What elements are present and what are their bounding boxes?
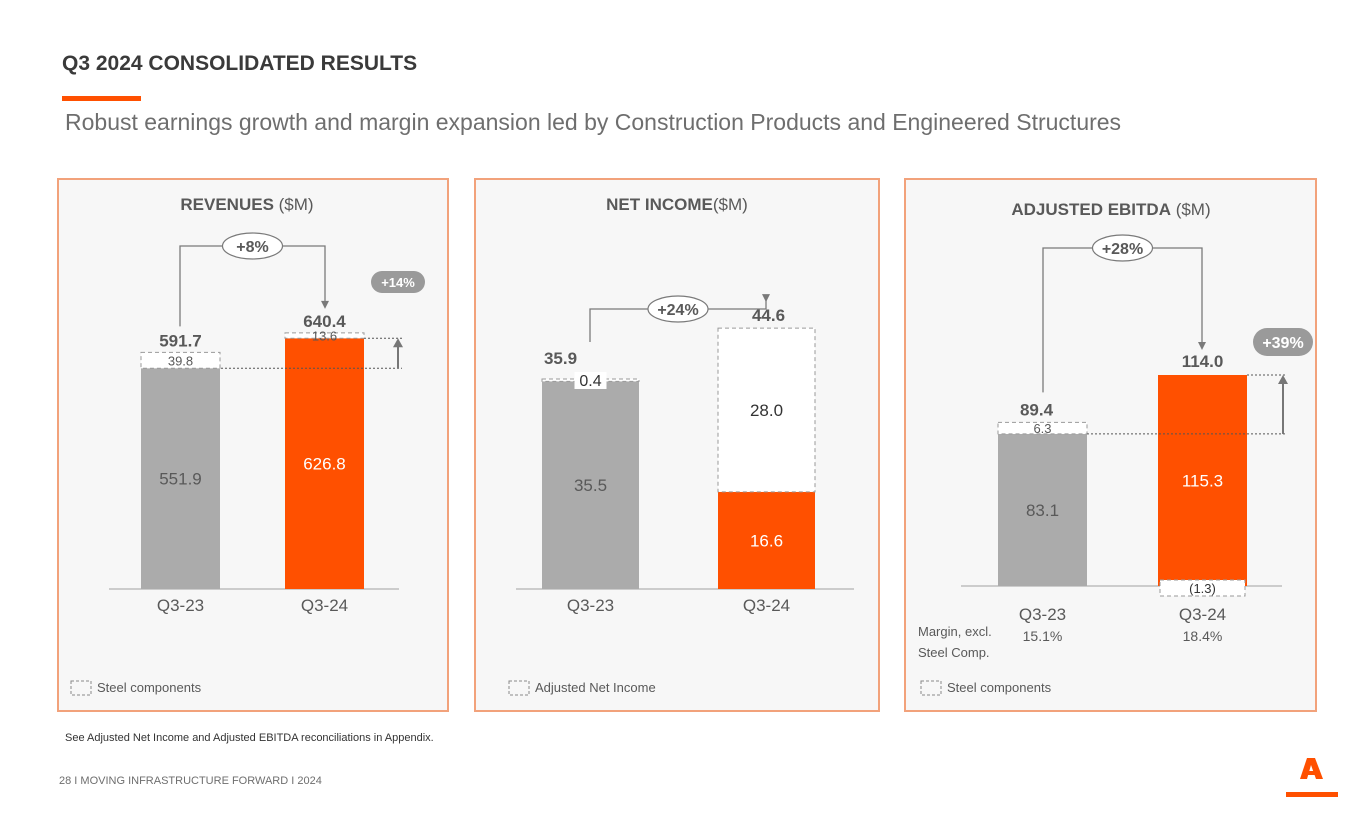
ebitda-title: ADJUSTED EBITDA ($M) [1011, 200, 1210, 219]
revenues-steel-box-Q3-24 [284, 332, 365, 339]
revenues-total-Q3-23: 591.7 [159, 331, 202, 350]
revenues-legend-swatch [70, 680, 92, 696]
net-income-adj-label-bg-Q3-23 [574, 371, 607, 389]
ebitda-total-Q3-23: 89.4 [1020, 400, 1054, 419]
revenues-bar-label-Q3-24: 626.8 [303, 455, 346, 474]
net-income-legend-swatch [508, 680, 530, 696]
net-income-growth-label: +24% [657, 302, 698, 319]
net-income-adj-box-Q3-24 [717, 327, 816, 493]
page-title: Q3 2024 CONSOLIDATED RESULTS [62, 52, 418, 75]
ebitda-xtick-Q3-23: Q3-23 [1019, 605, 1066, 624]
revenues-legend-text: Steel components [97, 680, 202, 695]
net-income-adj-label-Q3-23: 0.4 [579, 373, 601, 390]
revenues-growth-label: +8% [236, 239, 268, 256]
revenues-lift-arrowhead [393, 338, 403, 348]
ebitda-steel-label-Q3-24: (1.3) [1189, 581, 1216, 596]
ebitda-margin-label-line2: Steel Comp. [918, 645, 990, 660]
revenues-steel-label-Q3-23: 39.8 [168, 353, 193, 368]
title-accent-bar [62, 96, 141, 101]
net-income-bar-label-Q3-24: 16.6 [750, 531, 783, 550]
net-income-title: NET INCOME($M) [606, 195, 748, 214]
revenues-bar-Q3-23 [141, 368, 220, 589]
net-income-bar-label-Q3-23: 35.5 [574, 476, 607, 495]
revenues-bar-label-Q3-23: 551.9 [159, 470, 202, 489]
revenues-growth-arrow [321, 300, 329, 309]
page-subtitle: Robust earnings growth and margin expans… [65, 109, 1122, 135]
revenues-total-Q3-24: 640.4 [303, 312, 346, 331]
ebitda-xtick-Q3-24: Q3-24 [1179, 605, 1226, 624]
ebitda-growth-ellipse [1091, 234, 1154, 262]
net-income-total-Q3-23: 35.9 [544, 349, 577, 368]
net-income-adj-label-Q3-24: 28.0 [750, 401, 783, 420]
ebitda-lift-arrowhead [1278, 375, 1288, 385]
page-footer: 28 I MOVING INFRASTRUCTURE FORWARD I 202… [59, 775, 322, 787]
revenues-steel-label-Q3-24: 13.6 [312, 329, 337, 344]
ebitda-bar-Q3-24 [1158, 375, 1247, 586]
ebitda-badge [1253, 328, 1313, 356]
ebitda-growth-arrow [1198, 342, 1206, 351]
footnote: See Adjusted Net Income and Adjusted EBI… [65, 732, 434, 744]
net-income-legend-text: Adjusted Net Income [535, 680, 656, 695]
revenues-xtick-Q3-24: Q3-24 [301, 596, 348, 615]
ebitda-growth-label: +28% [1102, 241, 1143, 258]
ebitda-badge-label: +39% [1262, 335, 1303, 352]
net-income-chart: NET INCOME($M) 35.5 0.435.9 Q3-23 16.6 28.0 44… [508, 195, 854, 696]
revenues-xtick-Q3-23: Q3-23 [157, 596, 204, 615]
revenues-steel-box-Q3-23 [140, 351, 221, 369]
revenues-badge [371, 271, 425, 293]
net-income-growth-ellipse [647, 295, 709, 323]
ebitda-steel-box-Q3-23 [997, 421, 1088, 435]
net-income-xtick-Q3-23: Q3-23 [567, 596, 614, 615]
ebitda-bar-label-Q3-23: 83.1 [1026, 501, 1059, 520]
revenues-chart: REVENUES ($M) 551.9 39.8 591.7 Q3-23 626.8 13.… [70, 195, 425, 696]
company-logo [1286, 758, 1338, 797]
net-income-bar-Q3-24 [718, 491, 815, 589]
revenues-growth-ellipse [221, 232, 284, 260]
ebitda-growth-line [1042, 247, 1203, 393]
ebitda-margin-Q3-23: 15.1% [1023, 628, 1063, 644]
ebitda-steel-label-Q3-23: 6.3 [1033, 421, 1051, 436]
revenues-badge-label: +14% [381, 275, 415, 290]
revenues-bar-Q3-24 [285, 338, 364, 589]
ebitda-panel: ADJUSTED EBITDA ($M) 83.1 6.3 89.4 Q3-23 15.1… [904, 178, 1317, 712]
net-income-growth-arrow [762, 294, 770, 303]
ebitda-total-Q3-24: 114.0 [1182, 352, 1224, 371]
net-income-total-Q3-24: 44.6 [752, 306, 785, 325]
ebitda-steel-box-Q3-24 [1159, 579, 1246, 597]
ebitda-bar-label-Q3-24: 115.3 [1182, 472, 1223, 491]
net-income-bar-Q3-23 [542, 381, 639, 589]
net-income-panel: NET INCOME($M) 35.5 0.4 35.9 Q3-23 16.6 28.0 44… [474, 178, 880, 712]
revenues-title: REVENUES ($M) [180, 195, 313, 214]
ebitda-margin-label-line1: Margin, excl. [918, 624, 992, 639]
ebitda-bar-Q3-23 [998, 433, 1087, 586]
ebitda-legend-text: Steel components [947, 680, 1052, 695]
ebitda-legend-swatch [920, 680, 942, 696]
ebitda-margin-Q3-24: 18.4% [1183, 628, 1223, 644]
ebitda-chart: ADJUSTED EBITDA ($M) 83.1 6.3 89.4 Q3-23 15.1… [918, 200, 1313, 696]
net-income-xtick-Q3-24: Q3-24 [743, 596, 790, 615]
revenues-panel: REVENUES ($M) 551.9 39.8 591.7 Q3-23 626.8 13.… [57, 178, 449, 712]
